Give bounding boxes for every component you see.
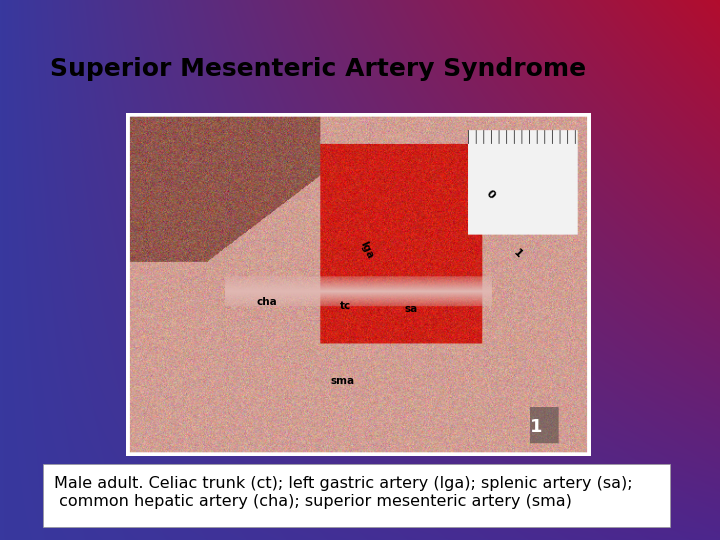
Text: sma: sma: [330, 376, 354, 386]
Text: 0: 0: [484, 188, 496, 201]
Text: tc: tc: [340, 301, 351, 311]
Text: cha: cha: [256, 298, 276, 307]
Text: sa: sa: [405, 304, 418, 314]
FancyBboxPatch shape: [43, 464, 670, 526]
Text: lga: lga: [359, 240, 375, 261]
Text: 1: 1: [511, 247, 524, 259]
Text: Male adult. Celiac trunk (ct); left gastric artery (lga); splenic artery (sa);
 : Male adult. Celiac trunk (ct); left gast…: [54, 476, 633, 509]
Text: Superior Mesenteric Artery Syndrome: Superior Mesenteric Artery Syndrome: [50, 57, 587, 80]
Text: 1: 1: [530, 418, 543, 436]
